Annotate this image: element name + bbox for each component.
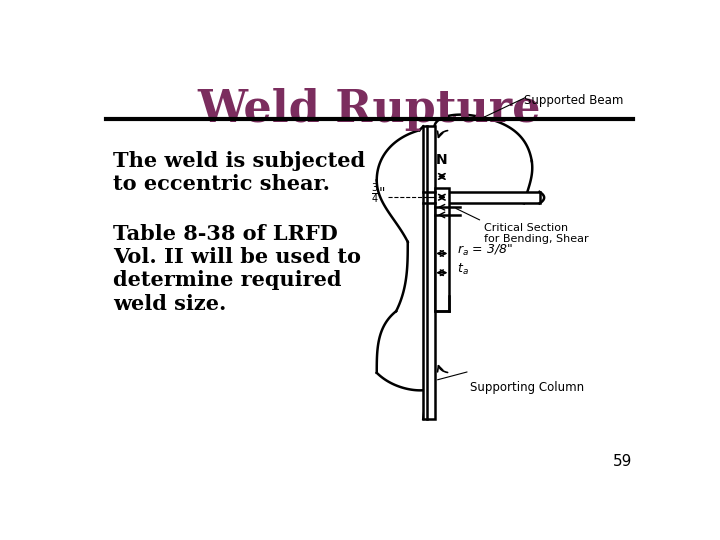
Text: $\frac{3}{4}$": $\frac{3}{4}$" [371,181,386,206]
Bar [435,192,539,204]
Text: Supporting Column: Supporting Column [469,381,584,394]
Text: N: N [436,153,448,167]
Text: Weld Rupture: Weld Rupture [197,88,541,131]
Text: weld size.: weld size. [113,294,227,314]
Bar [423,126,435,419]
Text: Supported Beam: Supported Beam [524,94,624,107]
Text: to eccentric shear.: to eccentric shear. [113,174,330,194]
Text: Critical Section
for Bending, Shear: Critical Section for Bending, Shear [484,222,588,244]
Text: determine required: determine required [113,271,342,291]
Bar [435,188,449,311]
Text: The weld is subjected: The weld is subjected [113,151,365,171]
Text: r$_a$ = 3/8": r$_a$ = 3/8" [456,243,513,258]
Text: Vol. II will be used to: Vol. II will be used to [113,247,361,267]
Text: 59: 59 [613,454,632,469]
Text: Table 8-38 of LRFD: Table 8-38 of LRFD [113,224,338,244]
Text: t$_a$: t$_a$ [456,262,469,277]
